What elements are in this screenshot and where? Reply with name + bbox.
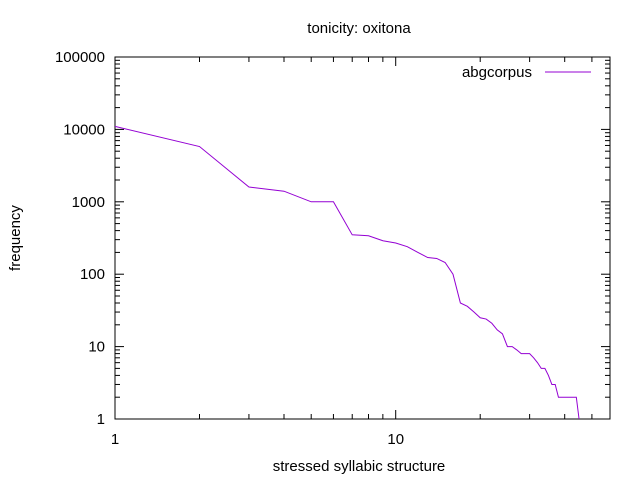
series-line-abgcorpus [114, 125, 580, 420]
y-tick-label: 100000 [55, 49, 105, 66]
x-tick-label: 1 [111, 431, 119, 448]
y-tick-label: 10000 [63, 121, 105, 138]
y-axis-label: frequency [7, 205, 24, 271]
y-tick-label: 1 [97, 411, 105, 428]
x-tick-label: 10 [387, 431, 404, 448]
x-axis-label: stressed syllabic structure [273, 458, 446, 475]
legend: abgcorpus [462, 64, 591, 81]
plot-frame [114, 56, 611, 420]
axis-ticks: 1 10 100 1000 10000 100000 1 10 [55, 49, 610, 448]
y-tick-label: 10 [88, 339, 105, 356]
y-tick-label: 100 [80, 266, 105, 283]
chart-title: tonicity: oxitona [307, 20, 411, 37]
legend-label-abgcorpus: abgcorpus [462, 64, 532, 81]
y-tick-label: 1000 [72, 194, 105, 211]
